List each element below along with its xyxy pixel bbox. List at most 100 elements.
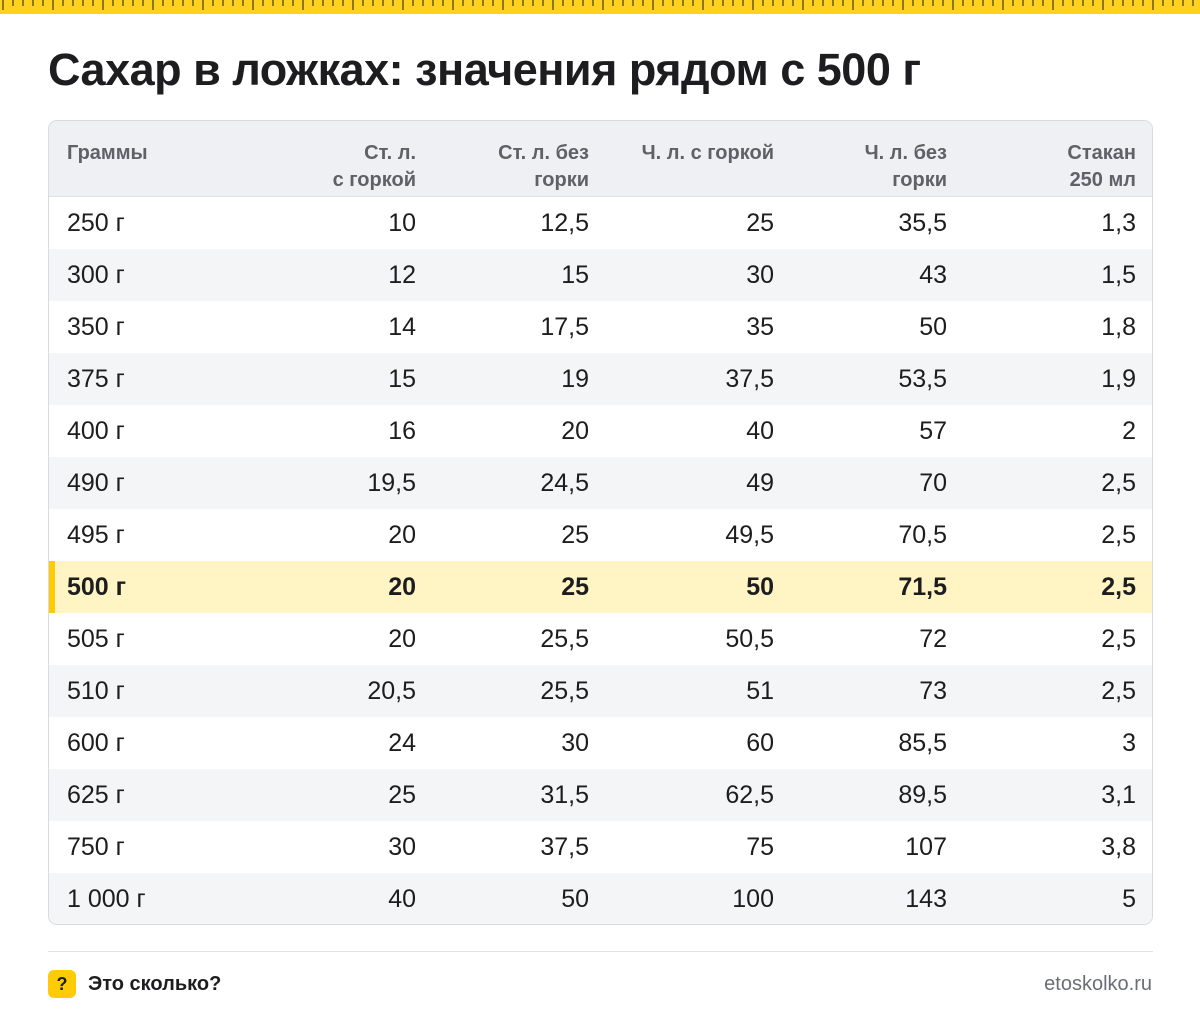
table-cell: 25 (388, 781, 416, 809)
table-cell: 350 г (67, 313, 125, 341)
table-cell: 25 (561, 573, 589, 601)
table-cell: 375 г (67, 365, 125, 393)
table-cell: 20 (561, 417, 589, 445)
table-row: 350 г 14 17,5 35 50 1,8 (49, 301, 1152, 353)
table-cell: 17,5 (540, 313, 589, 341)
conversion-table: Граммы Ст. л. с горкой Ст. л. без горки … (48, 120, 1153, 925)
table-cell: 510 г (67, 677, 125, 705)
header-tsp-level: Ч. л. без горки (864, 142, 947, 191)
table-cell: 50 (919, 313, 947, 341)
table-cell: 490 г (67, 469, 125, 497)
table-cell: 60 (746, 729, 774, 757)
table-cell: 89,5 (898, 781, 947, 809)
table-cell: 72 (919, 625, 947, 653)
table-cell: 2,5 (1101, 625, 1136, 653)
table-cell: 12 (388, 261, 416, 289)
table-row: 600 г 24 30 60 85,5 3 (49, 717, 1152, 769)
table-cell: 50 (561, 885, 589, 913)
table-cell: 3,8 (1101, 833, 1136, 861)
ruler-strip (0, 0, 1200, 14)
brand-name: Это сколько? (88, 973, 222, 995)
header-tbsp-heaped: Ст. л. с горкой (332, 142, 416, 191)
table-cell: 30 (746, 261, 774, 289)
question-mark-icon: ? (48, 970, 76, 998)
table-cell: 14 (388, 313, 416, 341)
table-cell: 2,5 (1101, 521, 1136, 549)
table-cell: 1,8 (1101, 313, 1136, 341)
table-cell: 250 г (67, 209, 125, 237)
table-cell: 73 (919, 677, 947, 705)
table-cell: 1,3 (1101, 209, 1136, 237)
table-cell: 70,5 (898, 521, 947, 549)
header-tbsp-level: Ст. л. без горки (498, 142, 589, 191)
table-cell: 75 (746, 833, 774, 861)
table-cell: 12,5 (540, 209, 589, 237)
table-row: 625 г 25 31,5 62,5 89,5 3,1 (49, 769, 1152, 821)
table-cell: 35,5 (898, 209, 947, 237)
table-cell: 750 г (67, 833, 125, 861)
table-cell: 400 г (67, 417, 125, 445)
header-glass-250ml: Стакан 250 мл (1067, 142, 1136, 191)
table-row: 250 г 10 12,5 25 35,5 1,3 (49, 197, 1152, 249)
table-cell: 16 (388, 417, 416, 445)
table-cell: 71,5 (898, 573, 947, 601)
table-cell: 85,5 (898, 729, 947, 757)
table-row-highlighted: 500 г 20 25 50 71,5 2,5 (49, 561, 1152, 613)
table-cell: 625 г (67, 781, 125, 809)
table-row: 495 г 20 25 49,5 70,5 2,5 (49, 509, 1152, 561)
table-cell: 31,5 (540, 781, 589, 809)
table-cell: 2,5 (1101, 469, 1136, 497)
table-cell: 20 (388, 573, 416, 601)
table-cell: 62,5 (725, 781, 774, 809)
table-cell: 57 (919, 417, 947, 445)
table-cell: 15 (388, 365, 416, 393)
table-cell: 107 (905, 833, 947, 861)
table-row: 750 г 30 37,5 75 107 3,8 (49, 821, 1152, 873)
table-cell: 40 (388, 885, 416, 913)
table-cell: 49 (746, 469, 774, 497)
table-cell: 3 (1122, 729, 1136, 757)
table-cell: 25 (746, 209, 774, 237)
table-cell: 2,5 (1101, 573, 1136, 601)
table-cell: 37,5 (725, 365, 774, 393)
table-cell: 505 г (67, 625, 125, 653)
table-cell: 20,5 (367, 677, 416, 705)
table-cell: 50,5 (725, 625, 774, 653)
table-cell: 30 (561, 729, 589, 757)
table-cell: 49,5 (725, 521, 774, 549)
table-row: 505 г 20 25,5 50,5 72 2,5 (49, 613, 1152, 665)
table-cell: 53,5 (898, 365, 947, 393)
table-cell: 5 (1122, 885, 1136, 913)
table-cell: 24 (388, 729, 416, 757)
table-row: 400 г 16 20 40 57 2 (49, 405, 1152, 457)
site-link[interactable]: etoskolko.ru (1044, 973, 1152, 995)
table-cell: 1,9 (1101, 365, 1136, 393)
footer-divider (48, 951, 1153, 952)
header-grams: Граммы (67, 142, 148, 164)
table-cell: 143 (905, 885, 947, 913)
table-row: 1 000 г 40 50 100 143 5 (49, 873, 1152, 924)
table-cell: 30 (388, 833, 416, 861)
table-cell: 2,5 (1101, 677, 1136, 705)
table-cell: 37,5 (540, 833, 589, 861)
table-cell: 70 (919, 469, 947, 497)
table-cell: 20 (388, 625, 416, 653)
table-row: 510 г 20,5 25,5 51 73 2,5 (49, 665, 1152, 717)
table-body: 250 г 10 12,5 25 35,5 1,3 300 г 12 15 30 43 1,5 350 … (49, 197, 1152, 924)
table-cell: 600 г (67, 729, 125, 757)
table-cell: 19 (561, 365, 589, 393)
table-header: Граммы Ст. л. с горкой Ст. л. без горки … (49, 121, 1152, 197)
table-cell: 25 (561, 521, 589, 549)
ruler-ticks (2, 0, 1194, 10)
table-cell: 10 (388, 209, 416, 237)
table-cell: 20 (388, 521, 416, 549)
table-cell: 3,1 (1101, 781, 1136, 809)
table-row: 300 г 12 15 30 43 1,5 (49, 249, 1152, 301)
table-cell: 35 (746, 313, 774, 341)
table-cell: 500 г (67, 573, 127, 601)
table-cell: 495 г (67, 521, 125, 549)
table-cell: 1 000 г (67, 885, 146, 913)
table-cell: 25,5 (540, 677, 589, 705)
table-cell: 1,5 (1101, 261, 1136, 289)
table-cell: 51 (746, 677, 774, 705)
